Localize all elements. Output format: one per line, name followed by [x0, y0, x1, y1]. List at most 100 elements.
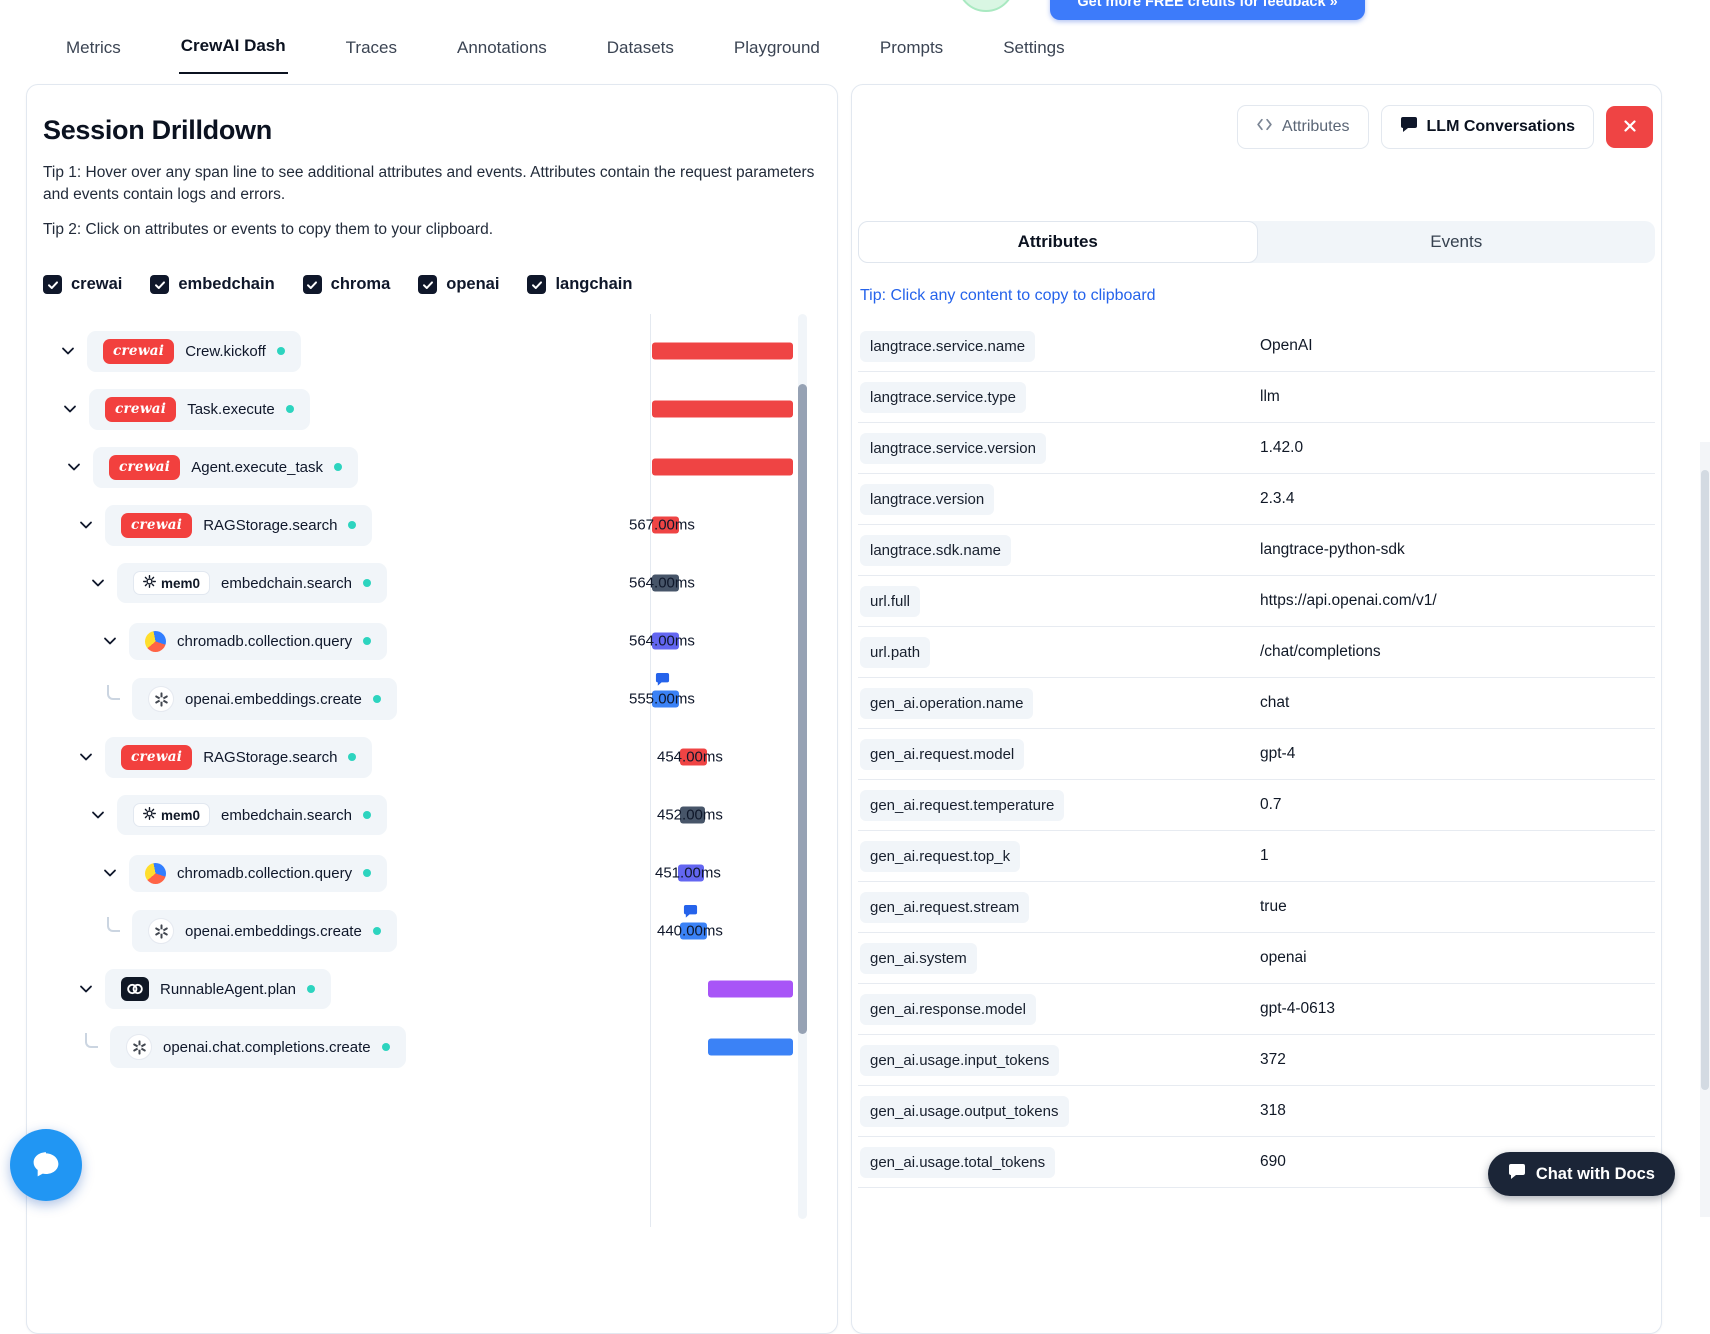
- attribute-row[interactable]: gen_ai.usage.total_tokens 690: [858, 1137, 1655, 1188]
- attribute-row[interactable]: gen_ai.request.top_k 1: [858, 831, 1655, 882]
- trace-span-row-openai-embeddings-create[interactable]: openai.embeddings.create 555.00ms: [11, 670, 853, 728]
- span-duration-bar[interactable]: [652, 574, 679, 592]
- attribute-value[interactable]: 2.3.4: [1260, 490, 1295, 507]
- trace-span-row-embedchain-search[interactable]: mem0 embedchain.search 564.00ms: [11, 554, 853, 612]
- avatar[interactable]: [957, 0, 1015, 12]
- filter-openai[interactable]: openai: [418, 275, 499, 295]
- span-pill[interactable]: chromadb.collection.query: [129, 854, 388, 892]
- span-duration-bar[interactable]: [680, 748, 707, 766]
- attribute-value[interactable]: https://api.openai.com/v1/: [1260, 592, 1437, 609]
- attribute-key[interactable]: gen_ai.request.stream: [860, 891, 1030, 923]
- attribute-row[interactable]: gen_ai.request.model gpt-4: [858, 729, 1655, 780]
- attribute-value[interactable]: OpenAI: [1260, 337, 1313, 354]
- attribute-value[interactable]: gpt-4-0613: [1260, 1000, 1335, 1017]
- attribute-key[interactable]: gen_ai.usage.input_tokens: [860, 1044, 1060, 1076]
- span-duration-bar[interactable]: [680, 806, 705, 824]
- tab-events[interactable]: Events: [1430, 232, 1483, 251]
- attribute-value[interactable]: langtrace-python-sdk: [1260, 541, 1405, 558]
- span-pill[interactable]: chromadb.collection.query: [129, 622, 388, 660]
- tab-settings[interactable]: Settings: [1003, 38, 1065, 57]
- llm-conversations-button[interactable]: LLM Conversations: [1380, 105, 1594, 149]
- promo-credits-button[interactable]: Get more FREE credits for feedback »: [1050, 0, 1365, 20]
- span-duration-bar[interactable]: [652, 342, 793, 360]
- span-duration-bar[interactable]: [708, 1038, 793, 1056]
- attribute-value[interactable]: chat: [1260, 694, 1290, 711]
- trace-span-row-ragstorage-search[interactable]: crewai RAGStorage.search 454.00ms: [11, 728, 853, 786]
- attribute-row[interactable]: langtrace.version 2.3.4: [858, 474, 1655, 525]
- chevron-down-icon[interactable]: [77, 980, 95, 998]
- span-pill[interactable]: openai.chat.completions.create: [110, 1026, 406, 1069]
- tab-metrics[interactable]: Metrics: [66, 38, 121, 57]
- span-pill[interactable]: crewai RAGStorage.search: [105, 736, 373, 778]
- attribute-key[interactable]: gen_ai.request.temperature: [860, 789, 1065, 821]
- span-pill[interactable]: crewai RAGStorage.search: [105, 504, 373, 546]
- checkbox-checked-icon[interactable]: [527, 275, 547, 295]
- span-pill[interactable]: crewai Task.execute: [89, 388, 310, 430]
- span-pill[interactable]: RunnableAgent.plan: [105, 969, 331, 1010]
- tab-crewai-dash[interactable]: CrewAI Dash: [178, 22, 288, 74]
- trace-span-row-crew-kickoff[interactable]: crewai Crew.kickoff: [11, 322, 853, 380]
- trace-span-row-runnableagent-plan[interactable]: RunnableAgent.plan: [11, 960, 853, 1018]
- attribute-row[interactable]: gen_ai.system openai: [858, 933, 1655, 984]
- chevron-down-icon[interactable]: [89, 806, 107, 824]
- tab-playground[interactable]: Playground: [733, 38, 820, 57]
- attribute-value[interactable]: 0.7: [1260, 796, 1282, 813]
- attribute-value[interactable]: openai: [1260, 949, 1307, 966]
- filter-crewai[interactable]: crewai: [43, 275, 122, 295]
- attribute-key[interactable]: langtrace.service.type: [860, 381, 1026, 413]
- attribute-value[interactable]: 1: [1260, 847, 1269, 864]
- trace-span-row-openai-embeddings-create[interactable]: openai.embeddings.create 440.00ms: [11, 902, 853, 960]
- attribute-row[interactable]: url.full https://api.openai.com/v1/: [858, 576, 1655, 627]
- chevron-down-icon[interactable]: [59, 342, 77, 360]
- copy-tip[interactable]: Tip: Click any content to copy to clipbo…: [860, 287, 1156, 304]
- trace-span-row-agent-execute-task[interactable]: crewai Agent.execute_task: [11, 438, 853, 496]
- trace-span-row-ragstorage-search[interactable]: crewai RAGStorage.search 567.00ms: [11, 496, 853, 554]
- attribute-key[interactable]: langtrace.service.name: [860, 330, 1036, 362]
- attribute-key[interactable]: gen_ai.operation.name: [860, 687, 1034, 719]
- tab-datasets[interactable]: Datasets: [606, 38, 674, 57]
- close-button[interactable]: [1606, 106, 1653, 148]
- attribute-value[interactable]: 372: [1260, 1051, 1286, 1068]
- checkbox-checked-icon[interactable]: [418, 275, 438, 295]
- span-pill[interactable]: openai.embeddings.create: [132, 678, 397, 721]
- filter-chroma[interactable]: chroma: [302, 275, 390, 295]
- attribute-key[interactable]: langtrace.service.version: [860, 432, 1046, 464]
- span-duration-bar[interactable]: [652, 632, 679, 650]
- span-duration-bar[interactable]: [652, 400, 793, 418]
- span-duration-bar[interactable]: [708, 980, 793, 998]
- attribute-value[interactable]: true: [1260, 898, 1287, 915]
- tab-traces[interactable]: Traces: [345, 38, 397, 57]
- attribute-value[interactable]: /chat/completions: [1260, 643, 1381, 660]
- chevron-down-icon[interactable]: [77, 748, 95, 766]
- attribute-row[interactable]: gen_ai.usage.output_tokens 318: [858, 1086, 1655, 1137]
- attribute-key[interactable]: gen_ai.response.model: [860, 993, 1036, 1025]
- span-pill[interactable]: mem0 embedchain.search: [117, 563, 387, 604]
- attribute-value[interactable]: gpt-4: [1260, 745, 1296, 762]
- chevron-down-icon[interactable]: [77, 516, 95, 534]
- trace-span-row-embedchain-search[interactable]: mem0 embedchain.search 452.00ms: [11, 786, 853, 844]
- attribute-value[interactable]: 318: [1260, 1102, 1286, 1119]
- attribute-row[interactable]: gen_ai.response.model gpt-4-0613: [858, 984, 1655, 1035]
- attribute-row[interactable]: langtrace.service.name OpenAI: [858, 321, 1655, 372]
- attribute-key[interactable]: url.path: [860, 636, 931, 668]
- tab-annotations[interactable]: Annotations: [456, 38, 547, 57]
- span-pill[interactable]: mem0 embedchain.search: [117, 795, 387, 836]
- tree-scrollbar-thumb[interactable]: [798, 384, 807, 1035]
- attribute-key[interactable]: langtrace.sdk.name: [860, 534, 1011, 566]
- checkbox-checked-icon[interactable]: [302, 275, 322, 295]
- attribute-row[interactable]: url.path /chat/completions: [858, 627, 1655, 678]
- span-duration-bar[interactable]: [652, 516, 679, 534]
- chevron-down-icon[interactable]: [101, 632, 119, 650]
- chevron-down-icon[interactable]: [101, 864, 119, 882]
- filter-embedchain[interactable]: embedchain: [150, 275, 275, 295]
- attribute-row[interactable]: gen_ai.usage.input_tokens 372: [858, 1035, 1655, 1086]
- attribute-row[interactable]: langtrace.service.version 1.42.0: [858, 423, 1655, 474]
- span-duration-bar[interactable]: [678, 864, 704, 882]
- chevron-down-icon[interactable]: [61, 400, 79, 418]
- span-duration-bar[interactable]: [652, 690, 679, 708]
- span-duration-bar[interactable]: [652, 458, 793, 476]
- attribute-row[interactable]: langtrace.sdk.name langtrace-python-sdk: [858, 525, 1655, 576]
- span-pill[interactable]: crewai Agent.execute_task: [93, 446, 358, 488]
- attribute-value[interactable]: llm: [1260, 388, 1280, 405]
- trace-span-row-openai-chat-completions-create[interactable]: openai.chat.completions.create: [11, 1018, 853, 1076]
